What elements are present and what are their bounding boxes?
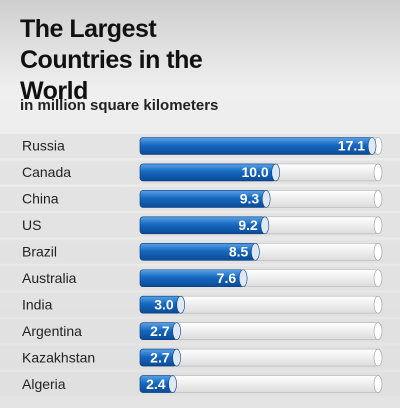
value-label: 3.0 (154, 296, 174, 312)
bar-cap (251, 243, 260, 261)
category-label: US (22, 217, 41, 233)
category-label: Russia (22, 138, 65, 154)
track-cap (373, 322, 383, 340)
value-label: 9.2 (238, 217, 258, 233)
bar-cap (261, 190, 271, 208)
track-cap (373, 216, 383, 235)
bar-cap (238, 269, 248, 288)
category-label: Australia (22, 270, 77, 286)
track-cap (373, 295, 383, 314)
bar-cap (260, 216, 270, 235)
bar-cap (271, 163, 281, 182)
category-label: Canada (22, 164, 71, 180)
value-label: 7.6 (217, 270, 237, 286)
category-label: India (22, 296, 53, 312)
category-label: Brazil (22, 244, 57, 260)
track-cap (373, 190, 383, 208)
value-label: 17.1 (338, 138, 365, 154)
category-label: Kazakhstan (22, 349, 95, 365)
bar-cap (367, 137, 377, 155)
value-label: 2.4 (146, 376, 166, 392)
category-label: Argentina (22, 323, 82, 339)
value-label: 8.5 (229, 244, 249, 260)
value-label: 2.7 (150, 349, 170, 365)
bar-cap (172, 348, 181, 367)
bar-cap (176, 295, 186, 314)
value-label: 10.0 (241, 164, 268, 180)
track-cap (373, 269, 383, 288)
bar-cap (172, 322, 181, 340)
category-label: China (22, 191, 59, 207)
track-cap (373, 348, 383, 367)
chart-title: The Largest Countries in the World (20, 15, 203, 105)
value-label: 9.3 (240, 191, 260, 207)
category-label: Algeria (22, 376, 66, 392)
track-cap (373, 163, 383, 182)
value-label: 2.7 (150, 323, 170, 339)
chart-subtitle: in million square kilometers (20, 97, 219, 114)
bar-cap (168, 375, 177, 393)
track-cap (373, 243, 383, 261)
track-cap (373, 375, 383, 393)
